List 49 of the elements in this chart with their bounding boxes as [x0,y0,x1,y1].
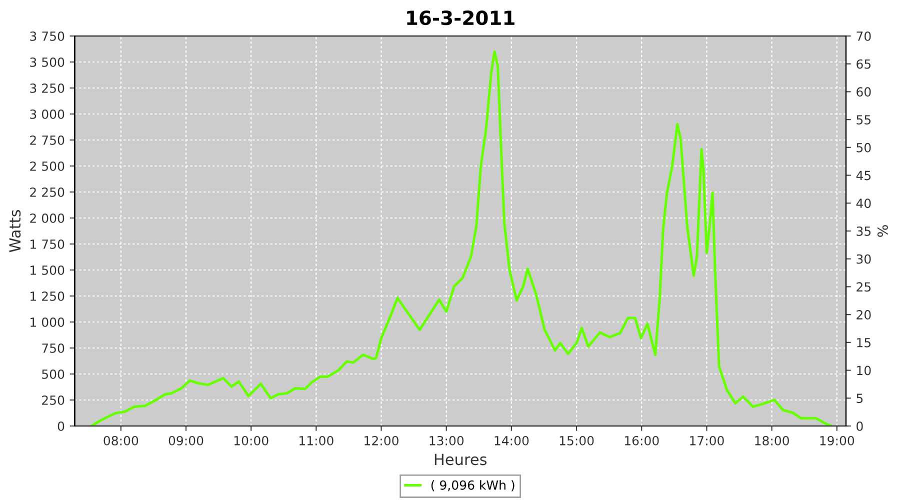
y-tick-label: 250 [42,395,64,405]
y2-tick-label: 60 [856,87,871,97]
y-tick-label: 3 250 [30,83,64,93]
y2-tick-label: 70 [856,31,871,41]
y2-tick-label: 65 [856,59,871,69]
y-tick-label: 3 750 [30,31,64,41]
x-tick-label: 13:00 [430,436,464,446]
y-tick-label: 2 750 [30,135,64,145]
x-tick-label: 17:00 [690,436,724,446]
x-axis-title: Heures [434,454,487,466]
x-tick-label: 12:00 [364,436,398,446]
y-tick-label: 0 [58,421,64,431]
y-tick-label: 500 [42,369,64,379]
y-axis-title: Watts [9,210,21,252]
y2-tick-label: 40 [856,198,871,208]
y2-tick-label: 15 [857,338,871,348]
y-tick-label: 2 500 [30,161,64,171]
y-tick-label: 2 250 [30,187,64,197]
x-tick-label: 08:00 [104,436,138,446]
x-tick-label: 18:00 [755,436,789,446]
y2-tick-label: 20 [856,310,871,320]
y-tick-label: 3 000 [30,109,64,119]
legend-label: ( 9,096 kWh ) [431,480,514,492]
y2-tick-label: 10 [857,366,871,376]
y-tick-label: 2 000 [30,213,64,223]
y-tick-label: 3 500 [30,57,64,67]
y2-tick-label: 5 [856,394,863,404]
y-tick-label: 750 [42,343,64,353]
y-tick-label: 1 750 [30,239,64,249]
x-tick-label: 09:00 [168,436,204,446]
y2-tick-label: 30 [856,254,871,264]
x-tick-label: 19:00 [820,436,854,446]
x-tick-label: 15:00 [560,436,594,446]
x-tick-label: 14:00 [494,436,529,446]
y2-axis-title: % [877,225,888,237]
y-tick-label: 1 250 [30,291,64,301]
line-series [90,50,832,426]
y2-tick-label: 50 [856,142,871,152]
y2-tick-label: 45 [856,170,871,180]
x-tick-label: 10:00 [234,436,268,446]
y2-tick-label: 0 [856,421,863,431]
y-tick-label: 1 000 [30,317,64,327]
y2-tick-label: 55 [856,115,871,124]
x-tick-label: 11:00 [300,436,334,446]
y2-tick-label: 35 [856,226,871,236]
x-tick-label: 16:00 [624,436,659,446]
y-tick-label: 1 500 [30,265,64,275]
y2-tick-label: 25 [856,282,871,292]
chart-title: 16-3-2011 [407,10,514,26]
